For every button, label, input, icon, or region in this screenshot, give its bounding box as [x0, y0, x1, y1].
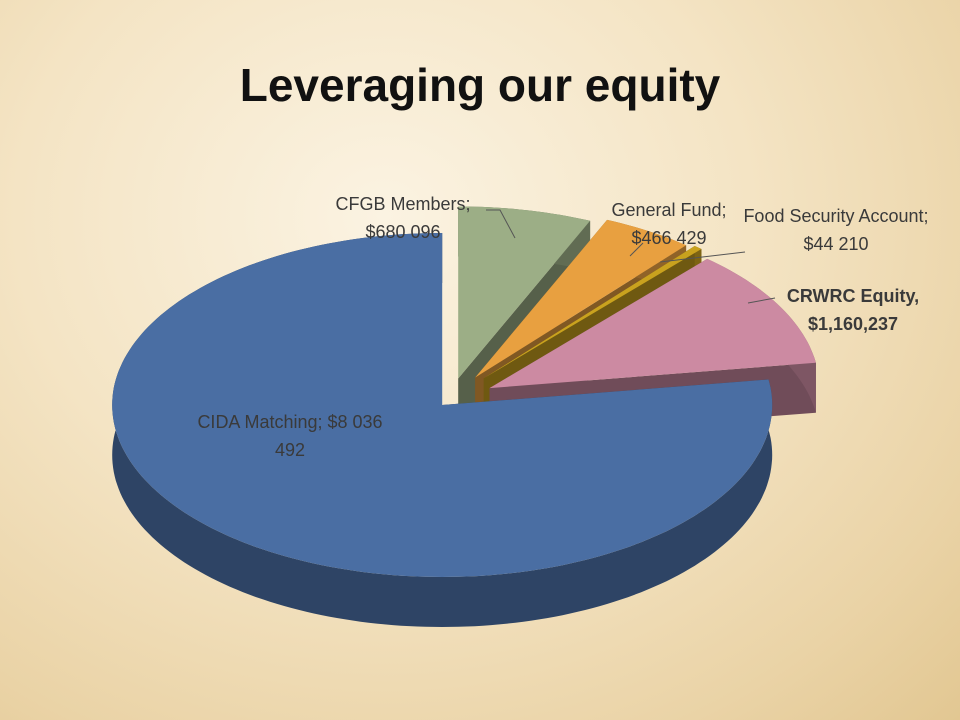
slice — [489, 258, 816, 389]
leader-line — [629, 242, 644, 257]
slice — [483, 246, 702, 379]
data-label: CIDA Matching; $8 036 492 — [197, 412, 383, 460]
slice — [112, 233, 773, 577]
slice — [458, 206, 591, 379]
data-label: CFGB Members; $680 096 — [335, 194, 471, 242]
data-label: CRWRC Equity, $1,160,237 — [786, 286, 920, 334]
leader-line — [747, 297, 776, 304]
chart-title: Leveraging our equity — [239, 59, 721, 111]
data-label: General Fund; $466 429 — [611, 200, 727, 248]
leader-lines — [486, 209, 776, 304]
data-label: Food Security Account; $44 210 — [743, 206, 929, 254]
pie — [112, 206, 816, 627]
slice — [475, 219, 687, 378]
leader-line — [486, 209, 516, 239]
leader-line — [659, 251, 746, 263]
